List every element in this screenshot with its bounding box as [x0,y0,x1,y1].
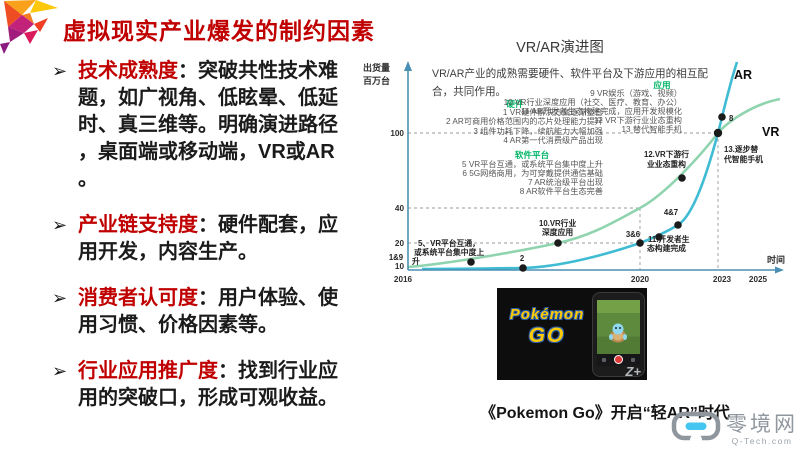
vr-curve [407,97,781,269]
x-tick-2025: 2025 [749,275,768,284]
constraint-bullet-list: ➢ 技术成熟度：突破共性技术难题，如广视角、低眩晕、低延时、真三维等。明确演进路径… [52,58,344,431]
milestone-app-9: 9 VR娱乐（游戏、视频） [590,88,682,98]
series-label-vr: VR [762,125,779,139]
point-5 [467,258,475,266]
annotation-4-7: 4&7 [664,208,678,217]
milestone-sw-5: 5 VR平台互通，或系统平台集中度上升 [462,159,603,169]
bullet-text: ：突破共性技术难题，如广视角、低眩晕、低延时、真三维等。明确演进路径，桌面端或移… [78,60,338,190]
pokemon-go-logo: Pokémon GO [503,306,591,348]
pokeball-button-icon [614,355,623,364]
pokemon-go-photo: Pokémon GO Z+ [497,288,647,380]
arrow-bullet-icon: ➢ [52,215,68,235]
annotation-3-6: 3&6 [626,230,641,239]
y-axis-arrow-icon [404,61,412,71]
bullet-keyword: 行业应用推广度 [78,360,218,382]
site-watermark: 零境网 Q-Tech.com [671,408,798,446]
point-3-6 [636,239,644,247]
annotation-8: 8 [729,114,734,123]
y-tick-100: 100 [390,129,404,138]
x-axis-label: 时间 [767,254,785,265]
y-tick-40: 40 [395,204,405,213]
x-tick-2020: 2020 [631,275,650,284]
game-bottom-bar [597,354,640,366]
site-name: 零境网 [726,413,798,436]
annotation-13-line1: 13.逐步替 [724,144,758,154]
milestone-hw-4: 4 AR第一代消费级产品出现 [503,135,603,145]
milestone-sw-8: 8 AR软件平台生态完善 [520,186,603,196]
annotation-12-line1: 12.VR下游行 [644,149,689,159]
annotation-10-line2: 深度应用 [542,227,573,237]
point-4-7 [674,221,682,229]
milestone-app-13: 13 替代智能手机 [621,124,682,134]
pokemon-logo-text: Pokémon [509,306,585,323]
point-2 [519,264,527,272]
photo-watermark: Z+ [625,364,641,379]
milestone-app-12: 12 VR下游行业业态重构 [594,115,682,125]
smartphone [592,292,645,377]
point-10 [554,239,562,247]
y-tick-10: 10 [395,262,405,271]
annotation-10-line1: 10.VR行业 [539,218,576,228]
point-11 [655,233,663,241]
vr-ar-evolution-chart: VR/AR演进图 VR/AR产业的成熟需要硬件、软件平台及下游应用的相互配 合，… [363,39,785,284]
y-axis-label-line2: 百万台 [363,75,390,86]
phone-screen-ar-view [597,300,640,366]
milestone-hw-1: 1 VR硬件解决方案逐渐整合 [503,107,603,117]
milestone-app-10: 10 VR行业深度应用（社交、医疗、教育、办公） [504,97,682,107]
chart-title: VR/AR演进图 [516,39,604,56]
y-tick-20: 20 [395,239,405,248]
bullet-keyword: 消费者认可度 [78,287,198,309]
arrow-bullet-icon: ➢ [52,361,68,381]
bullet-item-tech-maturity: ➢ 技术成熟度：突破共性技术难题，如广视角、低眩晕、低延时、真三维等。明确演进路径… [52,58,344,193]
annotation-5-line3: 升 [412,256,420,266]
site-watermark-text: 零境网 Q-Tech.com [726,408,798,446]
game-bag-icon [602,358,606,362]
milestone-sw-6: 6 5G网络商用，为可穿戴提供通信基础 [462,168,603,178]
annotation-11-line2: 态构建完成 [647,243,686,253]
page-title: 虚拟现实产业爆发的制约因素 [63,18,375,44]
series-label-ar: AR [734,68,752,82]
annotation-12-line2: 业业态重构 [647,159,686,169]
x-tick-2016: 2016 [394,275,413,284]
figure-caption: 《Pokemon Go》开启“轻AR”时代 [480,405,730,422]
bullet-text: ：用户体验、使用习惯、价格因素等。 [78,287,338,336]
bullet-item-supply-chain: ➢ 产业链支持度：硬件配套，应用开发，内容生产。 [52,212,344,266]
arrow-bullet-icon: ➢ [52,288,68,308]
group-label-software: 软件平台 [515,149,550,160]
vr-goggles-logo-icon [671,411,721,443]
milestone-sw-7: 7 AR统治级平台出现 [528,177,603,187]
origami-ribbon-icon [0,0,58,54]
bullet-keyword: 产业链支持度 [78,214,198,236]
bullet-item-industry-adoption: ➢ 行业应用推广度：找到行业应用的突破口，形成可观收益。 [52,358,344,412]
milestone-hw-2: 2 AR可商用价格范围内的芯片处理能力提升 [446,116,603,126]
bullet-item-consumer-acceptance: ➢ 消费者认可度：用户体验、使用习惯、价格因素等。 [52,285,344,339]
x-tick-2023: 2023 [713,275,732,284]
chart-subtitle-line1: VR/AR产业的成熟需要硬件、软件平台及下游应用的相互配 [432,67,708,80]
group-label-application: 应用 [653,79,670,90]
y-axis-label-line1: 出货量 [363,62,390,73]
bullet-text: ：硬件配套，应用开发，内容生产。 [78,214,338,263]
annotation-13-line2: 代智能手机 [723,154,763,164]
milestone-app-11: 11 AR开发者生态构建完成，应用开发规模化 [521,106,682,116]
game-menu-icon [631,358,635,362]
arrow-bullet-icon: ➢ [52,61,68,81]
point-13-crossover [713,128,723,138]
chart-subtitle-line2: 合，共同作用。 [432,85,506,98]
point-8 [718,113,726,121]
bullet-text: ：找到行业应用的突破口，形成可观收益。 [78,360,338,409]
point-12 [678,174,686,182]
annotation-5-line1: 5、VR平台互通， [418,238,480,248]
site-domain: Q-Tech.com [731,436,793,446]
group-label-hardware: 硬件 [506,98,524,109]
bullet-keyword: 技术成熟度 [78,60,178,82]
x-axis-arrow-icon [775,266,784,274]
milestone-hw-3: 3 组件功耗下降，续航能力大幅加强 [473,126,603,136]
annotation-11-line1: 11.开发者生 [648,234,690,244]
annotation-1-9: 1&9 [389,253,404,262]
go-logo-text: GO [528,324,566,347]
annotation-5-line2: 或系统平台集中度上 [414,247,484,257]
squirtle-character [609,323,627,343]
annotation-2: 2 [520,254,525,263]
